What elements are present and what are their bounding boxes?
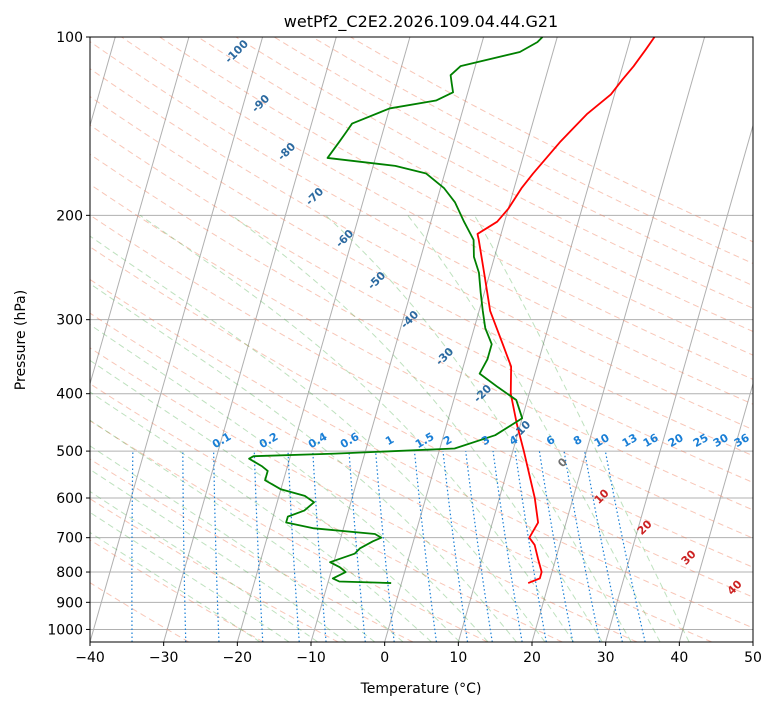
skewed-isotherms: [90, 37, 753, 642]
y-tick-label: 100: [56, 30, 83, 46]
moist-adiabat-line: [90, 391, 432, 642]
x-tick-label: 10: [449, 650, 467, 666]
x-axis-label: Temperature (°C): [360, 681, 482, 697]
mixing-ratio-line: [442, 451, 469, 642]
pressure-gridlines: [90, 37, 753, 630]
isotherm-line: [90, 37, 190, 386]
x-tick-label: −10: [296, 650, 326, 666]
temperature-line: [476, 37, 656, 584]
isotherm-line: [310, 37, 485, 642]
isotherm-line: [90, 37, 264, 642]
y-tick-label: 700: [56, 531, 83, 547]
moist-adiabat-line: [90, 283, 517, 642]
moist-adiabat-line: [90, 324, 489, 642]
moist-adiabat-line: [139, 214, 575, 642]
sounding-series: [248, 37, 656, 584]
x-tick-label: −30: [149, 650, 179, 666]
y-axis-label: Pressure (hPa): [13, 290, 29, 390]
y-tick-label: 900: [56, 595, 83, 611]
dry-adiabat-line: [90, 278, 753, 629]
mixing-ratio-line: [563, 451, 601, 642]
x-tick-label: 20: [523, 650, 541, 666]
mixing-ratio-lines: [131, 450, 646, 642]
x-tick-label: 40: [670, 650, 688, 666]
plot-frame: [89, 36, 754, 643]
isotherm-line: [163, 37, 337, 642]
moist-adiabat-line: [90, 419, 404, 642]
mixing-ratio-line: [375, 451, 395, 642]
dry-adiabat-line: [90, 124, 753, 484]
dry-adiabat-line: [90, 458, 414, 642]
dry-adiabat-line: [90, 183, 753, 539]
moist-adiabats: [90, 214, 690, 642]
x-tick-label: 30: [597, 650, 615, 666]
isotherm-line: [236, 37, 411, 642]
mixing-ratio-line: [413, 451, 438, 642]
dry-adiabat-line: [90, 539, 264, 642]
moist-adiabat-line: [90, 445, 376, 642]
moist-adiabat-line: [90, 468, 347, 642]
moist-adiabat-line: [90, 490, 319, 642]
mixing-ratio-line: [584, 450, 623, 642]
y-tick-label: 300: [56, 313, 83, 329]
y-tick-label: 600: [56, 491, 83, 507]
moist-adiabat-line: [325, 214, 632, 642]
x-tick-label: 50: [744, 650, 762, 666]
isotherm-line: [605, 123, 753, 642]
y-axis: 100 200 300 400 500 600 700 800 900 1000: [47, 30, 90, 638]
mixing-ratio-line: [348, 451, 366, 642]
dry-adiabat-line: [235, 37, 753, 309]
x-tick-label: −40: [75, 650, 105, 666]
dry-adiabat-line: [90, 347, 638, 642]
y-tick-label: 500: [56, 444, 83, 460]
mixing-ratio-line: [604, 450, 646, 642]
y-tick-label: 200: [56, 208, 83, 224]
dry-adiabat-line: [90, 312, 712, 642]
dry-adiabat-line: [197, 37, 753, 332]
x-tick-label: −20: [223, 650, 253, 666]
isotherm-line: [457, 37, 632, 642]
moist-adiabat-line: [474, 215, 690, 642]
dry-adiabat-line: [90, 582, 190, 642]
y-tick-label: 1000: [47, 622, 83, 638]
dry-adiabat-line: [90, 153, 753, 511]
dry-adiabat-line: [90, 246, 753, 598]
dewpoint-line: [248, 37, 544, 584]
dry-adiabats: [90, 37, 753, 642]
moist-adiabat-line: [231, 214, 603, 642]
x-axis: −40 −30 −20 −10 0 10 20 30 40 50: [75, 642, 762, 666]
x-tick-label: 0: [380, 650, 389, 666]
isotherm-line: [531, 37, 706, 642]
isotherm-line: [384, 37, 558, 642]
mixing-ratio-line: [492, 451, 523, 642]
dry-adiabat-line: [121, 37, 753, 380]
y-tick-label: 800: [56, 565, 83, 581]
mixing-ratio-line: [465, 451, 493, 642]
moist-adiabat-line: [90, 235, 546, 642]
dry-adiabat-line: [90, 214, 753, 568]
dry-adiabat-line: [90, 41, 753, 405]
dry-adiabat-line: [90, 420, 488, 642]
moist-adiabat-line: [407, 215, 661, 642]
isotherm-line: [678, 381, 753, 642]
chart-title: wetPf2_C2E2.2026.109.04.44.G21: [284, 12, 558, 32]
y-tick-label: 400: [56, 387, 83, 403]
